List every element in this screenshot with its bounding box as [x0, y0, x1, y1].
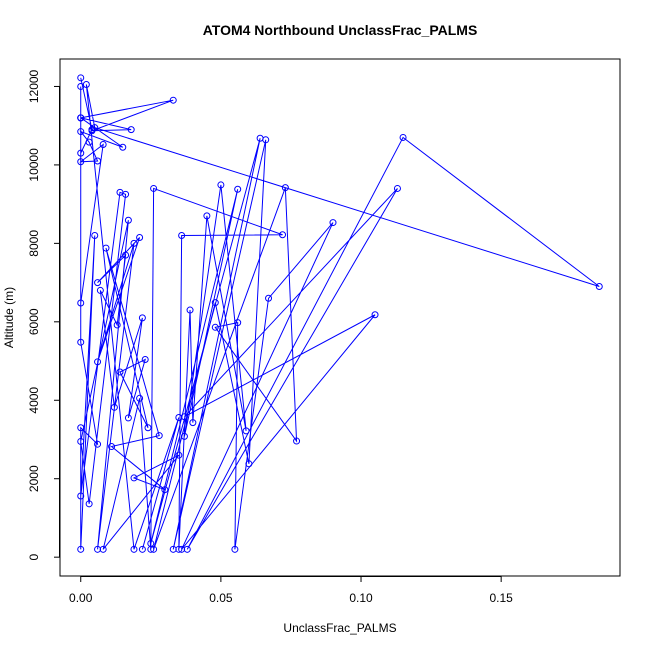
data-point — [203, 212, 211, 220]
y-axis-label: Altitude (m) — [2, 287, 16, 348]
data-point — [186, 306, 194, 314]
data-point — [150, 545, 158, 553]
series-line — [79, 77, 600, 550]
data-point — [150, 184, 158, 192]
x-tick-label: 0.15 — [489, 591, 513, 605]
data-point — [281, 184, 289, 192]
y-tick-label: 2000 — [27, 465, 41, 492]
data-point — [94, 440, 102, 448]
data-point — [147, 539, 155, 547]
y-tick-label: 10000 — [27, 148, 41, 182]
series-layer — [77, 74, 603, 553]
data-point — [94, 157, 102, 165]
data-point — [141, 355, 149, 363]
data-point — [108, 443, 116, 451]
data-point — [234, 319, 242, 327]
data-point — [169, 96, 177, 104]
data-point — [130, 474, 138, 482]
x-tick-label: 0.00 — [69, 591, 93, 605]
data-point — [77, 149, 85, 157]
data-point — [77, 492, 85, 500]
data-point — [144, 424, 152, 432]
data-point — [124, 414, 132, 422]
y-tick-label: 8000 — [27, 230, 41, 257]
y-tick-label: 12000 — [27, 69, 41, 103]
data-point — [189, 419, 197, 427]
x-axis: 0.00 0.05 0.10 0.15 — [69, 576, 513, 605]
data-point — [94, 279, 102, 287]
data-point — [122, 251, 130, 259]
data-point — [102, 244, 110, 252]
y-axis: 0 2000 4000 6000 8000 10000 12000 — [27, 69, 60, 561]
data-point — [211, 323, 219, 331]
data-point — [138, 545, 146, 553]
data-point — [180, 432, 188, 440]
data-point — [161, 486, 169, 494]
data-point — [124, 216, 132, 224]
data-point — [169, 545, 177, 553]
data-point — [217, 181, 225, 189]
data-point — [77, 74, 85, 82]
data-point — [245, 460, 253, 468]
data-point — [293, 437, 301, 445]
data-point — [91, 232, 99, 240]
data-point — [393, 184, 401, 192]
data-point — [234, 185, 242, 193]
y-tick-label: 0 — [27, 554, 41, 561]
data-point — [155, 432, 163, 440]
data-point — [211, 299, 219, 307]
data-point — [136, 394, 144, 402]
data-point — [99, 545, 107, 553]
data-point — [77, 437, 85, 445]
data-point — [329, 219, 337, 227]
data-point — [127, 126, 135, 134]
data-point — [96, 286, 104, 294]
data-point — [371, 311, 379, 319]
data-point — [130, 545, 138, 553]
data-point — [175, 451, 183, 459]
data-point — [85, 138, 93, 146]
y-tick-label: 4000 — [27, 387, 41, 414]
data-point — [279, 231, 287, 239]
x-tick-label: 0.10 — [349, 591, 373, 605]
data-point — [183, 545, 191, 553]
data-point — [77, 114, 85, 122]
data-point — [136, 233, 144, 241]
data-point — [77, 158, 85, 166]
data-point — [262, 136, 270, 144]
data-point — [94, 358, 102, 366]
data-point — [77, 128, 85, 136]
data-point — [231, 545, 239, 553]
x-tick-label: 0.05 — [209, 591, 233, 605]
data-point — [399, 133, 407, 141]
data-point — [242, 427, 250, 435]
data-point — [77, 338, 85, 346]
data-point — [265, 294, 273, 302]
data-point — [110, 403, 118, 411]
y-tick-label: 6000 — [27, 308, 41, 335]
data-point — [113, 321, 121, 329]
data-point — [99, 141, 107, 149]
data-point — [122, 190, 130, 198]
data-point — [175, 414, 183, 422]
x-axis-label: UnclassFrac_PALMS — [283, 621, 396, 635]
data-point — [119, 143, 127, 151]
data-point — [77, 545, 85, 553]
chart-title: ATOM4 Northbound UnclassFrac_PALMS — [203, 22, 478, 38]
data-point — [85, 500, 93, 508]
data-point — [130, 239, 138, 247]
data-point — [138, 314, 146, 322]
data-point — [178, 232, 186, 240]
data-point — [82, 81, 90, 88]
data-point — [77, 424, 85, 432]
data-point — [91, 124, 99, 132]
data-point — [595, 283, 603, 291]
data-point — [77, 299, 85, 307]
data-point — [116, 368, 124, 376]
